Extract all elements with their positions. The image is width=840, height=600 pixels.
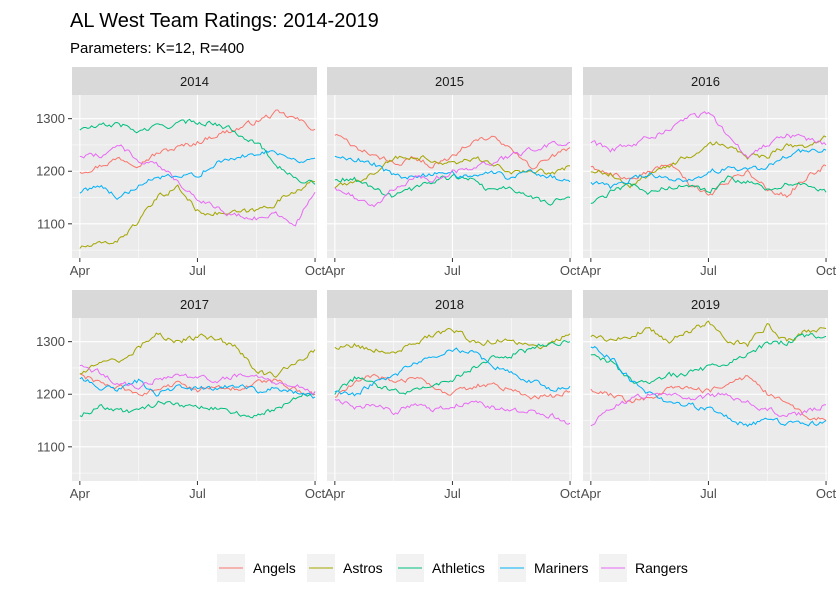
plot-background <box>583 95 828 258</box>
panel-strip-label: 2017 <box>180 297 209 312</box>
series-line-rangers <box>79 364 316 395</box>
series-line-athletics <box>590 175 827 204</box>
legend-label: Rangers <box>635 560 688 576</box>
series-line-mariners <box>590 148 827 190</box>
panel-strip-label: 2014 <box>180 74 209 89</box>
panel-2017: 2017 1100 1200 1300 Apr Jul Oct <box>36 290 326 501</box>
x-tick-label: Apr <box>325 263 346 278</box>
series-line-athletics <box>590 333 827 385</box>
series-line-astros <box>590 320 827 348</box>
panel-2015: 2015 Apr Jul Oct <box>325 67 581 278</box>
legend-item-mariners: Mariners <box>498 554 588 582</box>
series-line-athletics <box>334 173 571 206</box>
series-line-astros <box>79 179 316 249</box>
series-line-rangers <box>334 399 571 425</box>
x-tick-label: Oct <box>305 486 326 501</box>
strip-background <box>583 67 828 95</box>
series-line-mariners <box>334 347 571 397</box>
chart-subtitle: Parameters: K=12, R=400 <box>70 40 244 57</box>
x-tick-label: Oct <box>305 263 326 278</box>
series-line-angels <box>334 373 571 400</box>
legend-item-astros: Astros <box>307 554 383 582</box>
x-tick-label: Apr <box>581 486 602 501</box>
series-line-astros <box>334 327 571 354</box>
legend-label: Athletics <box>432 560 485 576</box>
series-line-angels <box>590 375 827 421</box>
series-line-mariners <box>590 346 827 428</box>
y-tick-label: 1200 <box>36 164 65 179</box>
plot-background <box>72 318 317 481</box>
legend-item-athletics: Athletics <box>396 554 485 582</box>
panel-strip-label: 2018 <box>435 297 464 312</box>
legend-item-rangers: Rangers <box>599 554 688 582</box>
y-tick-label: 1100 <box>37 439 65 454</box>
series-line-rangers <box>590 111 827 159</box>
legend-label: Mariners <box>534 560 588 576</box>
series-line-angels <box>334 133 571 170</box>
panel-2016: 2016 Apr Jul Oct <box>581 67 837 278</box>
legend-label: Angels <box>253 560 296 576</box>
y-tick-label: 1200 <box>36 387 65 402</box>
chart-title: AL West Team Ratings: 2014-2019 <box>70 10 379 32</box>
x-tick-label: Jul <box>444 263 461 278</box>
legend: Angels Astros Athletics Mariners Rangers <box>217 554 688 582</box>
series-line-rangers <box>590 392 827 427</box>
series-line-athletics <box>79 391 316 419</box>
x-tick-label: Apr <box>70 486 91 501</box>
y-tick-label: 1100 <box>37 216 65 231</box>
x-tick-label: Oct <box>816 486 837 501</box>
series-line-mariners <box>79 376 316 399</box>
y-tick-label: 1300 <box>36 334 65 349</box>
legend-label: Astros <box>343 560 383 576</box>
plot-background <box>327 318 572 481</box>
plot-background <box>327 95 572 258</box>
panel-2014: 2014 1100 1200 1300 Apr Jul Oct <box>36 67 326 278</box>
series-line-astros <box>590 135 827 189</box>
series-line-mariners <box>334 155 571 183</box>
legend-item-angels: Angels <box>217 554 296 582</box>
x-tick-label: Oct <box>560 486 581 501</box>
x-tick-label: Jul <box>189 263 206 278</box>
panel-2019: 2019 Apr Jul Oct <box>581 290 837 501</box>
series-line-athletics <box>79 118 316 185</box>
x-tick-label: Jul <box>444 486 461 501</box>
series-line-astros <box>334 154 571 189</box>
x-tick-label: Apr <box>70 263 91 278</box>
strip-background <box>327 67 572 95</box>
x-tick-label: Apr <box>581 263 602 278</box>
strip-background <box>327 290 572 318</box>
series-line-astros <box>79 332 316 378</box>
series-line-angels <box>590 163 827 198</box>
panel-2018: 2018 Apr Jul Oct <box>325 290 581 501</box>
strip-background <box>72 290 317 318</box>
y-tick-label: 1300 <box>36 111 65 126</box>
x-tick-label: Oct <box>560 263 581 278</box>
x-tick-label: Oct <box>816 263 837 278</box>
x-tick-label: Jul <box>189 486 206 501</box>
strip-background <box>583 290 828 318</box>
series-line-angels <box>79 373 316 397</box>
strip-background <box>72 67 317 95</box>
series-line-mariners <box>79 149 316 201</box>
series-line-rangers <box>79 144 316 227</box>
series-line-rangers <box>334 140 571 208</box>
panel-strip-label: 2019 <box>691 297 720 312</box>
x-tick-label: Apr <box>325 486 346 501</box>
series-line-angels <box>79 109 316 174</box>
panel-strip-label: 2016 <box>691 74 720 89</box>
x-tick-label: Jul <box>700 486 717 501</box>
panel-strip-label: 2015 <box>435 74 464 89</box>
x-tick-label: Jul <box>700 263 717 278</box>
